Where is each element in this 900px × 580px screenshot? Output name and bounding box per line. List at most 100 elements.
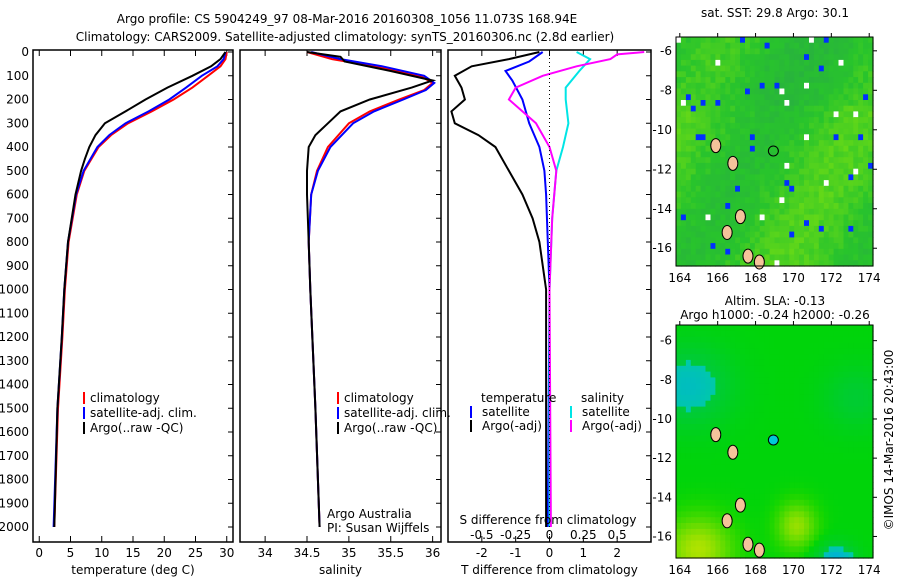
map-cell bbox=[868, 482, 874, 489]
map-cell bbox=[868, 359, 874, 367]
map-cell bbox=[813, 128, 820, 135]
map-cell bbox=[759, 88, 766, 95]
map-cell bbox=[705, 441, 711, 448]
map-cell bbox=[858, 528, 864, 536]
map-cell bbox=[779, 528, 785, 536]
map-cell bbox=[720, 128, 726, 135]
map-cell bbox=[730, 117, 736, 124]
map-cell bbox=[843, 220, 849, 227]
map-cell bbox=[769, 418, 776, 425]
map-cell bbox=[690, 151, 697, 158]
map-cell bbox=[868, 248, 874, 256]
map-cell bbox=[809, 505, 815, 512]
map-cell bbox=[754, 400, 761, 408]
map-cell bbox=[740, 65, 746, 72]
map-cell bbox=[715, 354, 721, 361]
map-cell bbox=[858, 476, 864, 483]
map-cell bbox=[848, 180, 854, 187]
map-cell bbox=[705, 48, 711, 55]
map-cell bbox=[804, 424, 810, 431]
map-cell bbox=[774, 470, 780, 477]
map-cell bbox=[863, 237, 869, 244]
map-cell bbox=[700, 151, 707, 158]
map-cell bbox=[789, 488, 795, 495]
map-cell bbox=[843, 168, 849, 175]
map-cell bbox=[695, 180, 702, 187]
map-cell bbox=[769, 383, 776, 390]
map-cell bbox=[823, 162, 830, 170]
map-cell bbox=[799, 464, 805, 472]
map-cell bbox=[680, 185, 687, 193]
map-cell bbox=[774, 488, 780, 495]
map-cell bbox=[725, 151, 731, 158]
map-cell bbox=[749, 134, 756, 141]
map-cell bbox=[764, 225, 771, 233]
map-cell bbox=[680, 82, 687, 90]
map-cell bbox=[784, 552, 790, 559]
map-cell bbox=[720, 185, 726, 193]
map-cell bbox=[853, 82, 859, 90]
map-cell bbox=[828, 42, 835, 49]
map-cell bbox=[695, 552, 702, 559]
map-cell bbox=[779, 359, 785, 367]
map-cell bbox=[843, 482, 849, 489]
map-cell bbox=[804, 145, 810, 153]
map-cell bbox=[789, 71, 795, 78]
map-cell bbox=[779, 191, 785, 198]
lat-tick-label: -12 bbox=[652, 451, 672, 465]
map-cell bbox=[676, 424, 682, 431]
map-cell bbox=[730, 342, 736, 349]
map-cell bbox=[804, 493, 810, 501]
map-cell bbox=[705, 493, 711, 501]
map-cell bbox=[735, 117, 741, 124]
x2-tick-label: -0.5 bbox=[470, 528, 493, 542]
map-cell bbox=[676, 260, 682, 267]
map-cell bbox=[676, 511, 682, 518]
map-cell bbox=[749, 377, 756, 384]
map-cell bbox=[730, 191, 736, 198]
map-cell bbox=[799, 243, 805, 250]
map-cell bbox=[725, 191, 731, 198]
map-cell bbox=[740, 459, 746, 466]
map-cell bbox=[700, 168, 707, 175]
map-cell bbox=[784, 54, 790, 61]
map-cell bbox=[690, 128, 697, 135]
map-cell bbox=[818, 122, 825, 130]
map-cell bbox=[828, 325, 835, 332]
map-cell bbox=[676, 552, 682, 559]
map-cell bbox=[789, 365, 795, 373]
map-cell bbox=[749, 406, 756, 413]
map-cell bbox=[843, 42, 849, 49]
map-cell bbox=[789, 546, 795, 553]
map-cell bbox=[764, 42, 771, 49]
map-cell bbox=[818, 488, 825, 495]
map-cell bbox=[794, 418, 800, 425]
map-cell bbox=[804, 105, 810, 112]
map-cell bbox=[735, 528, 741, 536]
map-cell bbox=[715, 330, 721, 338]
island bbox=[721, 513, 733, 529]
map-cell bbox=[700, 534, 707, 542]
map-cell bbox=[794, 134, 800, 141]
map-cell bbox=[759, 517, 766, 524]
map-cell bbox=[838, 476, 844, 483]
map-cell bbox=[843, 128, 849, 135]
map-cell bbox=[848, 94, 854, 101]
map-cell bbox=[745, 197, 751, 204]
map-cell bbox=[759, 208, 766, 216]
map-cell bbox=[853, 128, 859, 135]
map-cell bbox=[804, 157, 810, 164]
map-cell bbox=[690, 342, 697, 349]
map-cell bbox=[858, 424, 864, 431]
map-cell bbox=[754, 88, 761, 95]
map-cell bbox=[730, 94, 736, 101]
map-cell bbox=[685, 447, 692, 454]
map-cell bbox=[695, 359, 702, 367]
map-cell bbox=[838, 214, 844, 221]
map-cell bbox=[705, 552, 711, 559]
map-cell bbox=[823, 464, 830, 472]
map-cell bbox=[676, 134, 682, 141]
map-cell bbox=[735, 359, 741, 367]
lon-tick-label: 170 bbox=[782, 271, 805, 285]
map-cell bbox=[804, 117, 810, 124]
